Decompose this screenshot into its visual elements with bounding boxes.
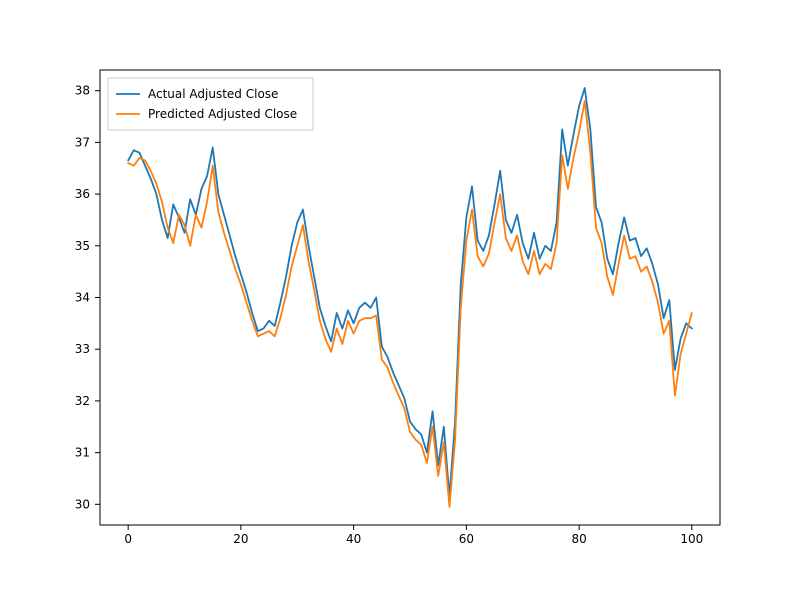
y-tick-label: 34 bbox=[75, 291, 90, 305]
y-tick-label: 31 bbox=[75, 446, 90, 460]
legend-box bbox=[108, 78, 313, 130]
x-tick-label: 20 bbox=[233, 532, 248, 546]
y-tick-label: 32 bbox=[75, 394, 90, 408]
series-group bbox=[128, 88, 692, 507]
y-tick-label: 36 bbox=[75, 187, 90, 201]
plot-border bbox=[100, 70, 720, 525]
x-tick-label: 40 bbox=[346, 532, 361, 546]
y-tick-label: 35 bbox=[75, 239, 90, 253]
x-tick-label: 80 bbox=[571, 532, 586, 546]
legend-label-1: Predicted Adjusted Close bbox=[148, 107, 297, 121]
legend-label-0: Actual Adjusted Close bbox=[148, 87, 278, 101]
series-line-0 bbox=[128, 88, 692, 496]
line-chart: 0 20 40 60 80 100 30 31 32 33 34 35 36 37 38 Actual Adj… bbox=[0, 0, 800, 598]
x-tick-label: 0 bbox=[124, 532, 132, 546]
y-tick-label: 30 bbox=[75, 497, 90, 511]
series-line-1 bbox=[128, 101, 692, 507]
y-tick-label: 33 bbox=[75, 342, 90, 356]
chart-container: 0 20 40 60 80 100 30 31 32 33 34 35 36 37 38 Actual Adj… bbox=[0, 0, 800, 598]
y-tick-label: 38 bbox=[75, 84, 90, 98]
x-tick-label: 60 bbox=[459, 532, 474, 546]
x-tick-label: 100 bbox=[680, 532, 703, 546]
y-tick-label: 37 bbox=[75, 135, 90, 149]
